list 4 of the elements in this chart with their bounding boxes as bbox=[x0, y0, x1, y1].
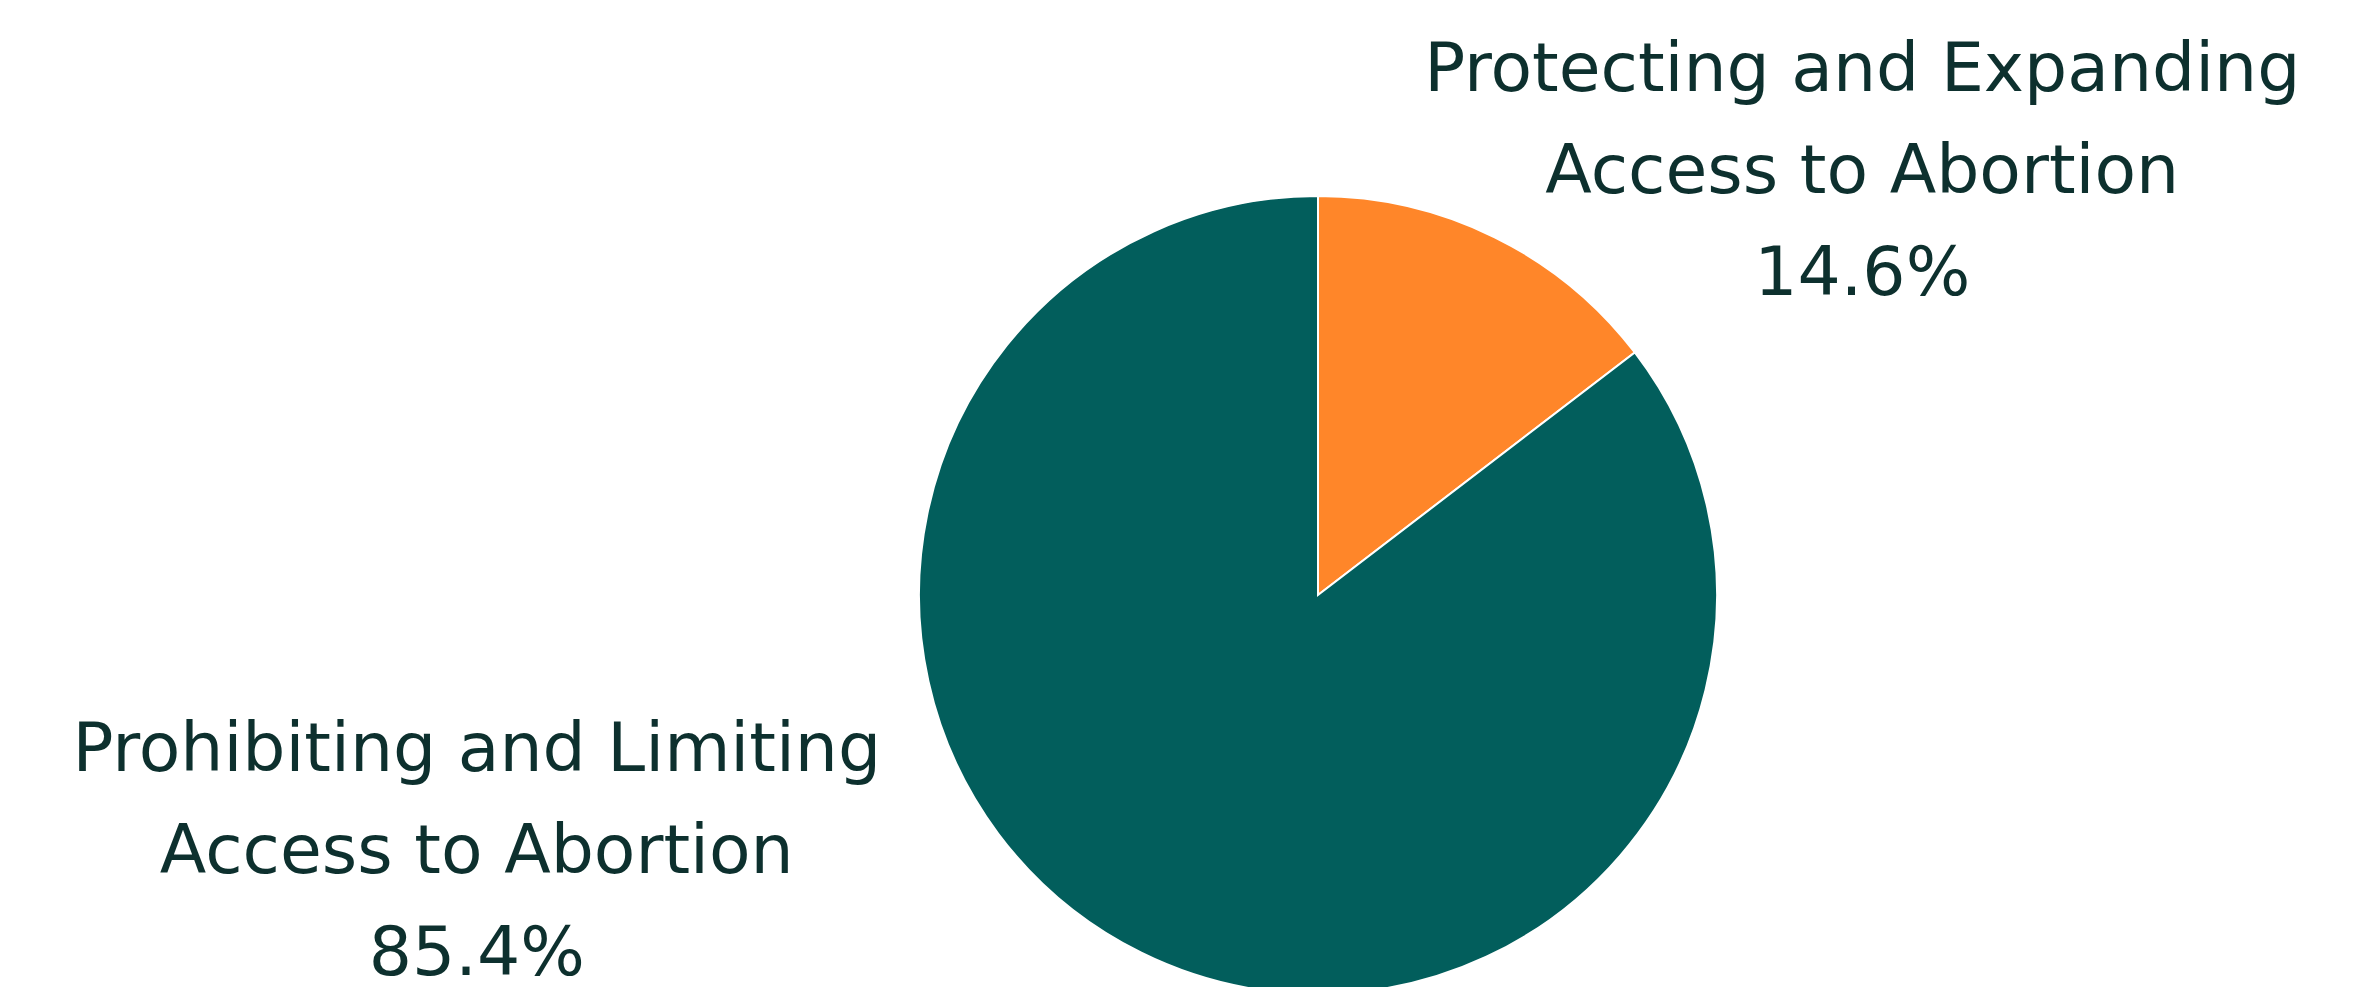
slice-label: Prohibiting and Limiting Access to Abortion bbox=[72, 708, 882, 890]
slice-label: Protecting and Expanding Access to Abortion bbox=[1424, 27, 2301, 209]
data-label: 85.4% bbox=[368, 912, 585, 987]
data-label: 14.6% bbox=[1754, 231, 1971, 311]
